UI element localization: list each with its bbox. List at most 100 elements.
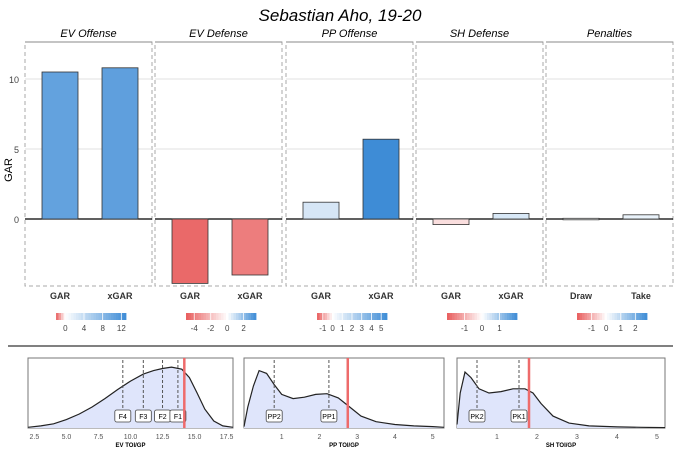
legend-swatch	[512, 313, 515, 320]
legend-tick-label: 8	[100, 324, 105, 333]
legend-tick-label: -2	[207, 324, 215, 333]
marker-label: PK2	[470, 414, 483, 421]
legend-swatch	[206, 313, 209, 320]
legend-swatch	[582, 313, 585, 320]
legend-swatch	[61, 313, 64, 320]
legend-swatch	[584, 313, 588, 320]
legend-swatch	[231, 313, 234, 320]
density-x-axis-label: EV TOI/GP	[116, 443, 146, 449]
legend-swatch	[88, 313, 92, 320]
bar	[622, 214, 660, 220]
legend-swatch	[617, 313, 620, 320]
legend-swatch	[211, 313, 214, 320]
legend-swatch	[223, 313, 227, 320]
legend-swatch	[106, 313, 109, 320]
legend-swatch	[337, 313, 340, 320]
density-x-tick-label: 1	[280, 434, 284, 441]
legend-swatch	[193, 313, 197, 320]
legend-swatch	[509, 313, 513, 320]
legend-swatch	[188, 313, 192, 320]
legend-swatch	[121, 313, 124, 320]
legend-swatch	[384, 313, 388, 320]
legend-swatch	[364, 313, 368, 320]
legend-swatch	[632, 313, 635, 320]
legend-swatch	[76, 313, 79, 320]
legend-swatch	[73, 313, 77, 320]
legend-swatch	[447, 313, 450, 320]
marker-label: PK1	[512, 414, 525, 421]
legend-swatch	[246, 313, 249, 320]
legend-swatch	[467, 313, 470, 320]
legend-swatch	[221, 313, 224, 320]
legend-tick-label: -1	[319, 324, 327, 333]
legend-swatch	[329, 313, 333, 320]
legend-tick-label: 3	[359, 324, 364, 333]
legend-swatch	[449, 313, 453, 320]
bar	[492, 212, 530, 220]
legend-swatch	[251, 313, 254, 320]
legend-swatch	[577, 313, 580, 320]
bar	[432, 218, 470, 225]
legend-swatch	[108, 313, 112, 320]
chart-title: Sebastian Aho, 19-20	[259, 6, 422, 25]
facet-title: PP Offense	[322, 28, 378, 40]
facet-title: EV Defense	[189, 28, 248, 40]
density-x-tick-label: 5.0	[62, 434, 72, 441]
legend-tick-label: -1	[461, 324, 469, 333]
marker-label: F4	[119, 414, 127, 421]
legend-swatch	[103, 313, 107, 320]
legend-swatch	[218, 313, 222, 320]
legend-swatch	[594, 313, 598, 320]
legend-swatch	[369, 313, 373, 320]
legend-swatch	[111, 313, 114, 320]
legend-swatch	[327, 313, 330, 320]
density-x-tick-label: 17.5	[220, 434, 234, 441]
legend-swatch	[637, 313, 640, 320]
legend-swatch	[499, 313, 503, 320]
bar	[41, 71, 79, 220]
x-tick-label: xGAR	[107, 291, 133, 301]
legend-tick-label: 5	[379, 324, 384, 333]
density-x-axis-label: PP TOI/GP	[329, 443, 359, 449]
legend-swatch	[201, 313, 204, 320]
legend-tick-label: 1	[340, 324, 345, 333]
bar	[562, 217, 600, 221]
density-x-tick-label: 5	[431, 434, 435, 441]
legend-swatch	[497, 313, 500, 320]
legend-swatch	[233, 313, 237, 320]
legend-swatch	[56, 313, 59, 320]
legend-swatch	[344, 313, 348, 320]
density-x-tick-label: 15.0	[188, 434, 202, 441]
facet-title: EV Offense	[60, 28, 116, 40]
density-x-tick-label: 4	[393, 434, 397, 441]
legend-swatch	[484, 313, 488, 320]
legend-swatch	[374, 313, 378, 320]
marker-label-box	[134, 409, 152, 423]
legend-swatch	[317, 313, 320, 320]
x-tick-label: GAR	[50, 291, 71, 301]
bar	[231, 218, 269, 276]
legend-swatch	[372, 313, 375, 320]
legend-swatch	[589, 313, 593, 320]
marker-label: PP1	[322, 414, 335, 421]
y-tick-label: 0	[14, 215, 19, 225]
legend-swatch	[482, 313, 485, 320]
legend-swatch	[464, 313, 468, 320]
legend-swatch	[457, 313, 460, 320]
legend-swatch	[243, 313, 247, 320]
x-tick-label: GAR	[441, 291, 462, 301]
legend-swatch	[81, 313, 84, 320]
legend-swatch	[357, 313, 360, 320]
legend-swatch	[186, 313, 189, 320]
legend-swatch	[639, 313, 643, 320]
legend-swatch	[342, 313, 345, 320]
legend-swatch	[642, 313, 645, 320]
y-axis-label: GAR	[3, 158, 15, 182]
legend-tick-label: 0	[225, 324, 230, 333]
legend-swatch	[213, 313, 217, 320]
legend-swatch	[118, 313, 122, 320]
marker-label: F3	[139, 414, 147, 421]
legend-swatch	[612, 313, 615, 320]
legend-swatch	[474, 313, 478, 320]
